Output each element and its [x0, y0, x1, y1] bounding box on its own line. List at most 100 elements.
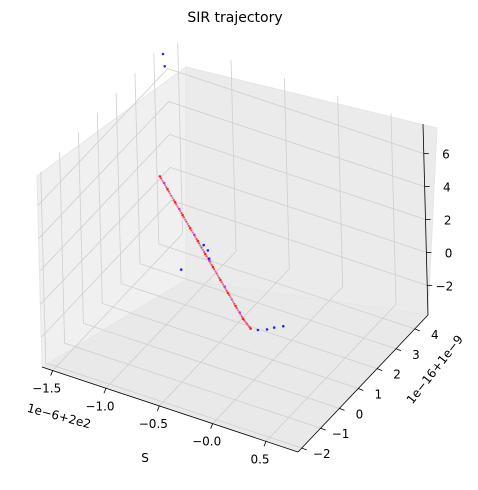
trajectory-point	[202, 243, 205, 247]
x-offset-text: 1e−6+2e2	[26, 401, 93, 431]
trajectory-point	[245, 322, 248, 325]
trajectory-point	[211, 265, 215, 269]
trajectory-point	[186, 222, 189, 225]
trajectory-point	[181, 213, 184, 217]
trajectory-point	[205, 255, 208, 258]
trajectory-point	[241, 317, 245, 321]
y-tick-mark	[339, 407, 345, 411]
x-gridline	[159, 77, 290, 407]
trajectory-point	[247, 324, 250, 327]
trajectory-point	[203, 250, 206, 253]
trajectory-point	[248, 325, 251, 328]
trajectory-point	[200, 246, 203, 249]
x-tick-label: −0.0	[192, 435, 221, 449]
chart-title: SIR trajectory	[187, 10, 282, 26]
y-tick-label: 4	[431, 328, 439, 342]
trajectory-point	[197, 242, 201, 245]
trajectory-point	[171, 196, 174, 200]
z-tick-label: −2	[436, 279, 454, 293]
y-tick-label: −2	[313, 447, 331, 461]
trajectory-point	[204, 252, 207, 256]
x-tick-mark	[50, 370, 54, 376]
y-tick-mark	[320, 427, 326, 431]
y-gridline	[115, 92, 378, 369]
z-gridline	[38, 101, 425, 239]
z-gridline	[40, 166, 427, 305]
trajectory-point	[243, 319, 246, 322]
trajectory-point	[195, 237, 198, 241]
trajectory-point	[237, 309, 240, 312]
x-gridline	[52, 42, 184, 371]
x-axis-line	[41, 366, 299, 453]
trajectory-point	[163, 181, 166, 185]
trajectory-point	[228, 294, 231, 297]
trajectory-point	[218, 276, 221, 279]
trajectory-point	[158, 175, 162, 178]
y-gridline	[153, 52, 415, 330]
trajectory-point	[167, 190, 170, 193]
axis-lines	[41, 123, 433, 453]
trajectory-point	[163, 183, 167, 187]
x-gridline	[265, 113, 397, 442]
trajectory-point	[233, 302, 236, 305]
x-tick-label: −0.5	[139, 417, 168, 431]
trajectory-point	[196, 239, 200, 243]
x-tick-mark	[103, 388, 107, 394]
z-gridline	[40, 199, 428, 338]
trajectory-point	[190, 229, 193, 232]
trajectory-point	[272, 326, 276, 329]
trajectory-point	[240, 315, 243, 318]
trajectory-point	[239, 313, 242, 316]
trajectory-point	[235, 307, 238, 310]
z-tick-label: 6	[442, 148, 450, 162]
trajectory-point	[166, 188, 169, 191]
trajectory-point	[191, 231, 194, 234]
trajectory-point	[244, 321, 247, 324]
trajectory-point	[179, 268, 183, 271]
x-tick-mark	[156, 405, 160, 412]
trajectory-point	[161, 52, 165, 56]
x-tick-label: −1.5	[32, 382, 61, 396]
y-tick-mark	[414, 328, 420, 332]
trajectory-point	[224, 287, 227, 290]
y-gridline	[40, 172, 302, 449]
y-axis-line	[297, 314, 429, 453]
y-offset-text: 1e−16+1e−9	[404, 332, 466, 406]
z-gridline	[39, 134, 426, 272]
trajectory-point	[161, 179, 164, 182]
trajectory-point	[282, 324, 285, 328]
trajectory-points	[158, 52, 285, 332]
trajectory-point	[185, 220, 188, 223]
z-tick-label: 2	[444, 214, 452, 228]
grid-lines	[37, 42, 428, 449]
trajectory-point	[187, 224, 190, 228]
trajectory-point	[234, 304, 237, 308]
y-tick-mark	[301, 447, 307, 451]
trajectory-point	[213, 268, 216, 271]
trajectory-point	[176, 205, 179, 208]
trajectory-point	[206, 249, 210, 252]
y-tick-mark	[395, 348, 402, 352]
trajectory-point	[165, 186, 168, 189]
trajectory-point	[199, 244, 202, 247]
trajectory-point	[163, 65, 166, 68]
trajectory-point	[265, 328, 269, 331]
trajectory-point	[232, 300, 235, 303]
x-tick-label: −1.0	[85, 399, 114, 413]
trajectory-point	[182, 216, 185, 219]
x-tick-label: 0.5	[250, 452, 269, 466]
trajectory-point	[214, 270, 217, 273]
y-tick-mark	[358, 388, 364, 391]
trajectory-point	[223, 285, 227, 289]
trajectory-point	[170, 194, 173, 197]
z-tick-label: 0	[445, 246, 453, 260]
x-tick-mark	[210, 423, 214, 429]
trajectory-point	[230, 298, 233, 301]
trajectory-point	[249, 327, 252, 330]
trajectory-point	[178, 207, 181, 211]
z-gridline	[37, 68, 424, 206]
y-tick-label: 2	[393, 368, 401, 382]
y-tick-label: 3	[412, 348, 420, 362]
